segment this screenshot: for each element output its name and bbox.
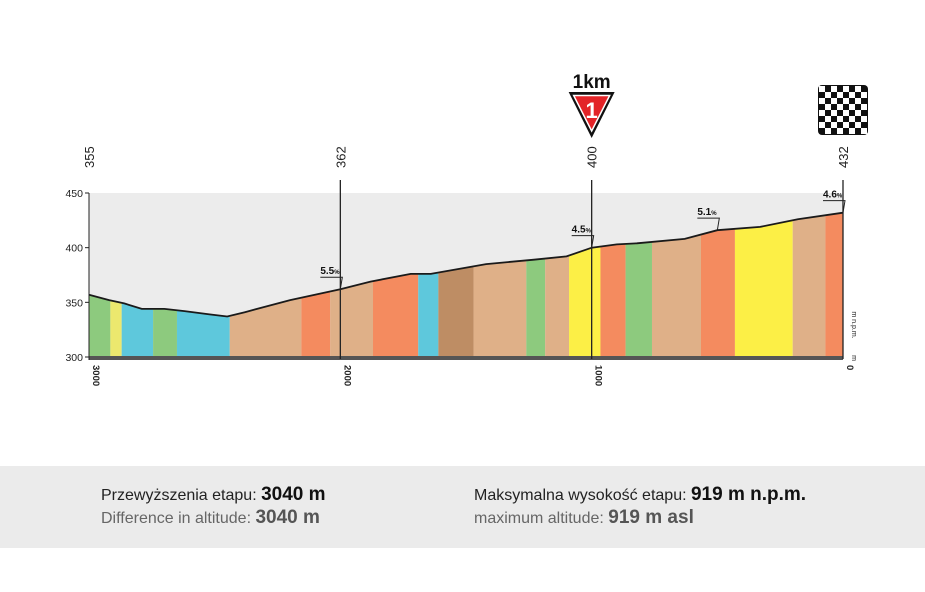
- terrain-segment: [700, 212, 735, 357]
- flamme-rouge-distance: 1km: [573, 72, 611, 93]
- finish-flag-cell: [837, 116, 843, 122]
- gradient-label: 4.5%: [572, 225, 592, 236]
- y-tick-label: 400: [65, 243, 83, 255]
- y-tick-label: 350: [65, 297, 83, 309]
- gradient-label: 5.5%: [320, 266, 340, 277]
- finish-flag-cell: [831, 86, 837, 92]
- elevation-value-pl: 3040 m: [261, 484, 326, 505]
- x-tick-label: 0: [844, 365, 855, 370]
- max-altitude-label-en: maximum altitude:: [474, 510, 604, 527]
- gradient-label: 5.1%: [697, 207, 717, 218]
- max-altitude-stat: Maksymalna wysokość etapu: 919 m n.p.m. …: [474, 484, 806, 530]
- altitude-marker-label: 432: [836, 146, 851, 168]
- terrain-segment: [734, 212, 793, 357]
- finish-flag-cell: [861, 104, 867, 110]
- terrain-segment: [825, 212, 843, 357]
- finish-flag-cell: [837, 104, 843, 110]
- finish-flag-cell: [825, 92, 831, 98]
- stage-stats-panel: Przewyższenia etapu: 3040 m Difference i…: [0, 466, 925, 548]
- finish-flag-cell: [819, 98, 825, 104]
- finish-flag-cell: [849, 128, 855, 134]
- finish-flag-cell: [837, 128, 843, 134]
- finish-flag-cell: [849, 116, 855, 122]
- finish-flag-cell: [831, 98, 837, 104]
- y-tick-label: 450: [65, 188, 83, 200]
- x-tick-label: 2000: [341, 365, 352, 386]
- finish-flag-cell: [819, 86, 825, 92]
- finish-flag-cell: [861, 128, 867, 134]
- finish-flag-cell: [855, 110, 861, 116]
- finish-flag-cell: [849, 92, 855, 98]
- gradient-label: 4.6%: [823, 190, 843, 201]
- x-tick-label: 3000: [90, 365, 101, 386]
- terrain-segment: [792, 212, 826, 357]
- finish-flag-icon: [818, 85, 868, 135]
- max-altitude-value-pl: 919 m n.p.m.: [690, 484, 807, 505]
- flamme-rouge-icon: [572, 94, 611, 133]
- gradient-leader: [571, 235, 595, 248]
- finish-flag-cell: [819, 110, 825, 116]
- max-altitude-label-pl: Maksymalna wysokość etapu:: [474, 487, 687, 504]
- profile-line: [88, 211, 844, 318]
- x-tick-label: 1000: [593, 365, 604, 386]
- y-unit-label: m n.p.m.: [850, 311, 857, 338]
- gradient-leader: [320, 276, 343, 290]
- finish-flag-cell: [825, 116, 831, 122]
- finish-flag-cell: [825, 128, 831, 134]
- max-altitude-value-en: 919 m asl: [608, 507, 694, 528]
- finish-flag-cell: [861, 116, 867, 122]
- finish-flag-cell: [819, 122, 825, 128]
- finish-flag-cell: [843, 86, 849, 92]
- elevation-value-en: 3040 m: [255, 507, 320, 528]
- finish-flag-cell: [861, 92, 867, 98]
- altitude-marker-label: 400: [585, 146, 600, 168]
- finish-flag-cell: [855, 98, 861, 104]
- finish-flag-cell: [843, 98, 849, 104]
- gradient-leader: [697, 217, 720, 231]
- finish-flag-cell: [843, 122, 849, 128]
- finish-flag-cell: [837, 92, 843, 98]
- y-tick-label: 300: [65, 352, 83, 364]
- finish-flag-cell: [831, 122, 837, 128]
- elevation-label-pl: Przewyższenia etapu:: [101, 487, 257, 504]
- finish-flag-cell: [825, 104, 831, 110]
- elevation-profile-chart: 300 350 400 450 m n.p.m. m 3000 2000 1000 0 355 362…: [65, 72, 868, 386]
- elevation-label-en: Difference in altitude:: [101, 510, 252, 527]
- altitude-marker-label: 362: [333, 146, 348, 168]
- finish-flag-cell: [843, 110, 849, 116]
- finish-flag-cell: [855, 122, 861, 128]
- finish-flag-cell: [849, 104, 855, 110]
- finish-flag-cell: [831, 110, 837, 116]
- gradient-leader: [823, 200, 846, 213]
- finish-flag-cell: [855, 86, 861, 92]
- y-unit-short-label: m: [850, 355, 857, 361]
- altitude-difference-stat: Przewyższenia etapu: 3040 m Difference i…: [101, 484, 326, 530]
- altitude-marker-label: 355: [82, 146, 97, 168]
- flamme-rouge-number: 1: [586, 98, 598, 123]
- baseline-bar: [89, 356, 843, 360]
